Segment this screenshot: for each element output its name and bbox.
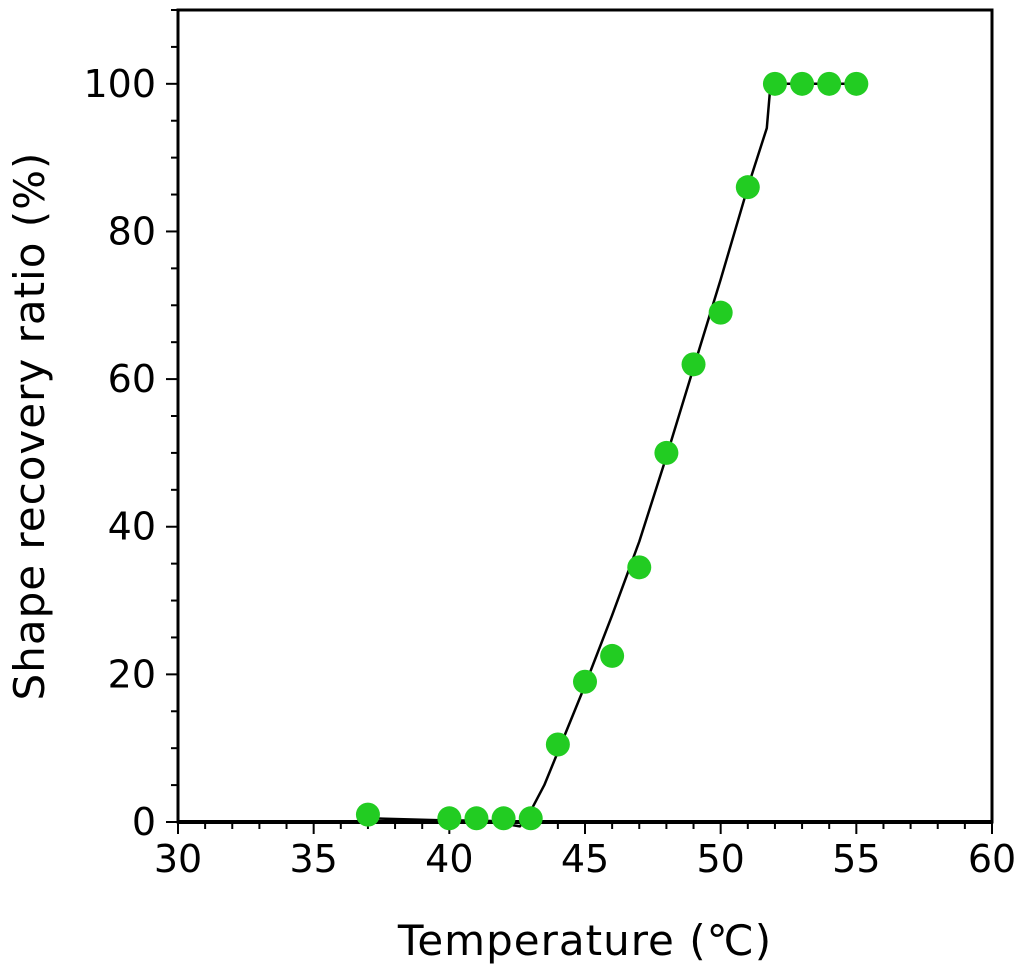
data-point <box>600 643 625 668</box>
y-axis: 0 20 40 60 80 100 <box>83 9 992 844</box>
data-point <box>681 352 706 377</box>
y-tick-label: 20 <box>108 652 156 696</box>
y-tick-label: 40 <box>108 505 156 549</box>
data-point <box>464 806 489 831</box>
y-axis-title: Shape recovery ratio (%) <box>5 152 54 701</box>
y-tick-label: 0 <box>132 800 156 844</box>
y-tick-label: 100 <box>83 62 156 106</box>
fit-curve <box>367 75 857 828</box>
data-point <box>790 71 815 96</box>
data-point <box>762 71 787 96</box>
data-point <box>708 300 733 325</box>
data-point <box>355 802 380 827</box>
plot-frame <box>176 8 994 824</box>
data-point <box>545 732 570 757</box>
data-point <box>491 806 516 831</box>
fit-curve-series <box>367 75 857 828</box>
data-point <box>654 440 679 465</box>
y-tick-label: 80 <box>108 209 156 253</box>
data-point <box>437 806 462 831</box>
data-point <box>573 669 597 694</box>
x-tick-label: 55 <box>832 837 880 881</box>
x-axis-title: Temperature (℃) <box>397 916 772 965</box>
data-point <box>518 806 543 831</box>
x-tick-label: 45 <box>561 837 609 881</box>
y-tick-label: 60 <box>108 357 156 401</box>
x-tick-label: 60 <box>968 837 1016 881</box>
data-points-series <box>355 71 869 831</box>
x-tick-label: 40 <box>425 837 473 881</box>
data-point <box>817 71 842 96</box>
data-point <box>844 71 869 96</box>
x-axis: 30 35 40 45 50 55 60 <box>154 822 1016 881</box>
x-tick-label: 35 <box>289 837 337 881</box>
x-tick-label: 50 <box>696 837 744 881</box>
data-point <box>735 175 760 200</box>
data-point <box>627 555 652 580</box>
x-tick-label: 30 <box>154 837 202 881</box>
